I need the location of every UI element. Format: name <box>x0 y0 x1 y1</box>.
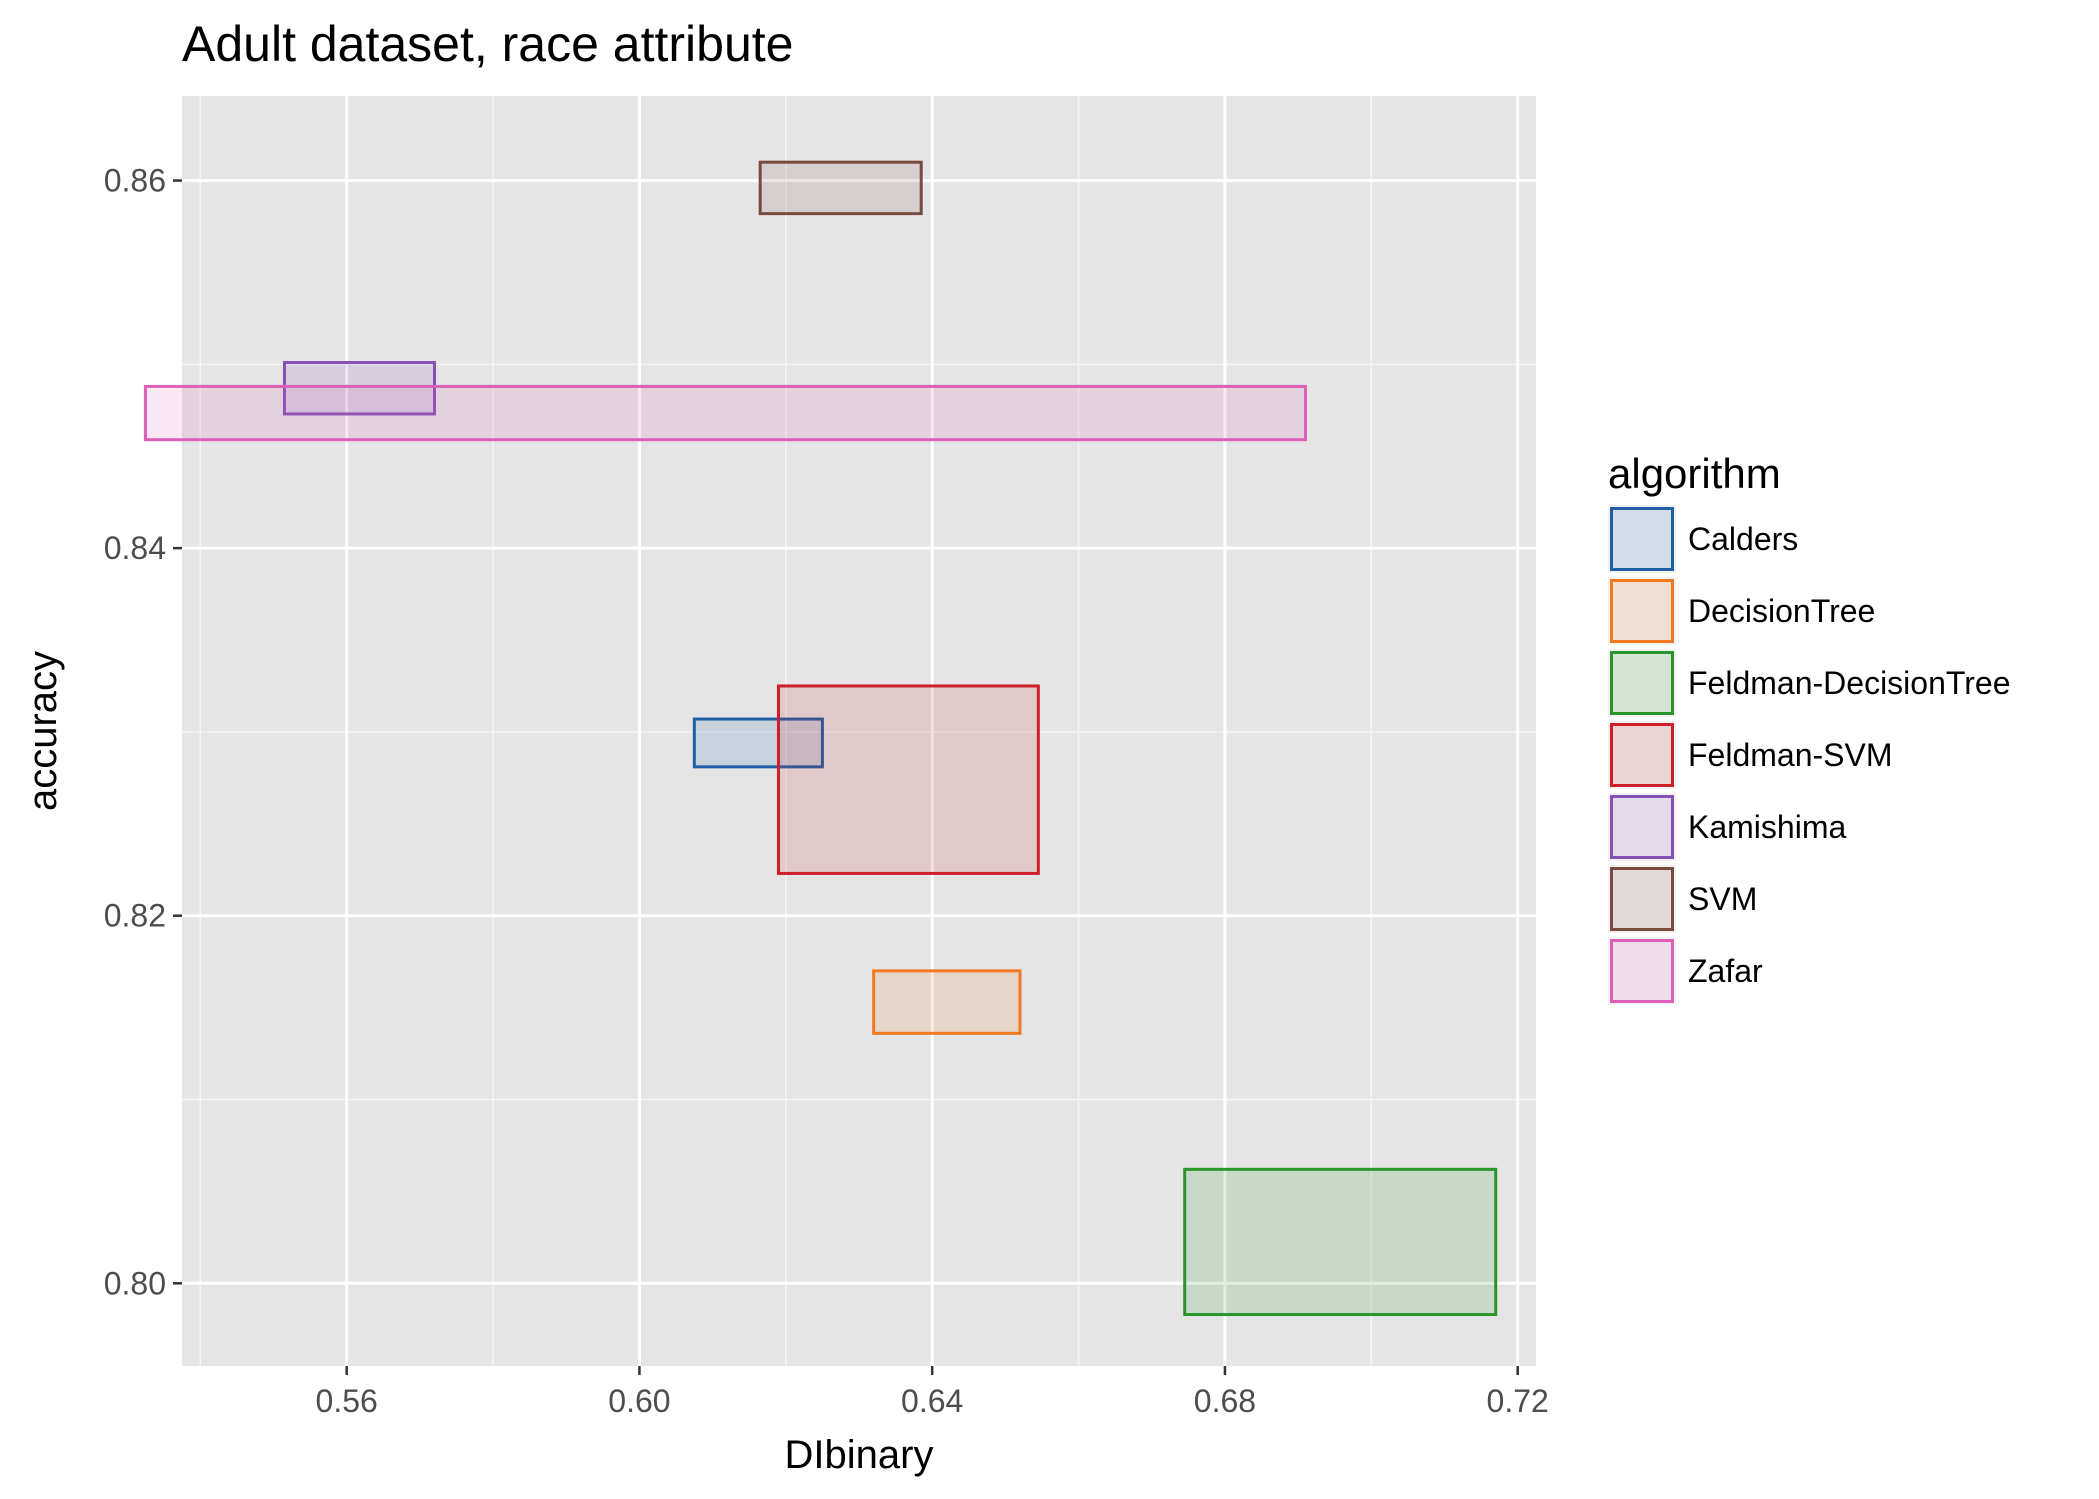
rect-decisiontree <box>872 969 1022 1035</box>
legend-key-kamishima <box>1610 795 1674 859</box>
legend-key-feldman-decisiontree <box>1610 651 1674 715</box>
rect-kamishima <box>282 360 437 416</box>
rect-feldman-decisiontree <box>1183 1167 1498 1317</box>
x-tick-label: 0.68 <box>1194 1383 1256 1419</box>
legend-key-bg-svm <box>1608 865 1676 933</box>
chart-title: Adult dataset, race attribute <box>182 16 794 72</box>
x-tick-label: 0.60 <box>608 1383 670 1419</box>
x-tick-label: 0.64 <box>901 1383 963 1419</box>
rect-calders <box>692 717 824 769</box>
y-tick-label: 0.80 <box>104 1265 166 1301</box>
legend-key-bg-zafar <box>1608 937 1676 1005</box>
y-tick-label: 0.84 <box>104 530 166 566</box>
y-tick-label: 0.82 <box>104 898 166 934</box>
legend-label-svm: SVM <box>1688 881 1757 917</box>
legend-key-feldman-svm <box>1610 723 1674 787</box>
plot-panel <box>182 96 1536 1366</box>
x-tick-label: 0.56 <box>316 1383 378 1419</box>
rect-feldman-svm <box>776 684 1040 875</box>
legend-title: algorithm <box>1608 450 1781 497</box>
legend-key-bg-decisiontree <box>1608 577 1676 645</box>
rect-svm <box>758 160 923 216</box>
minor-gridlines <box>182 96 1536 1366</box>
legend-label-feldman-decisiontree: Feldman-DecisionTree <box>1688 665 2010 701</box>
legend-key-zafar <box>1610 939 1674 1003</box>
x-tick-label: 0.72 <box>1487 1383 1549 1419</box>
legend-label-calders: Calders <box>1688 521 1798 557</box>
rect-zafar <box>143 384 1307 442</box>
legend-key-bg-feldman-decisiontree <box>1608 649 1676 717</box>
legend: algorithm Calders DecisionTree Feldman-Dec… <box>1608 450 2010 1005</box>
legend-key-bg-calders <box>1608 505 1676 573</box>
legend-label-zafar: Zafar <box>1688 953 1763 989</box>
y-axis-title: accuracy <box>21 651 65 811</box>
x-axis-title: DIbinary <box>785 1433 934 1477</box>
legend-key-svm <box>1610 867 1674 931</box>
data-rectangles <box>143 160 1498 1317</box>
y-tick-label: 0.86 <box>104 163 166 199</box>
legend-key-calders <box>1610 507 1674 571</box>
legend-label-decisiontree: DecisionTree <box>1688 593 1875 629</box>
legend-key-decisiontree <box>1610 579 1674 643</box>
legend-key-bg-kamishima <box>1608 793 1676 861</box>
legend-label-feldman-svm: Feldman-SVM <box>1688 737 1893 773</box>
major-gridlines <box>182 96 1536 1366</box>
axes: 0.56 0.60 0.64 0.68 0.72 0.80 0.82 0.84 0.86 <box>104 163 1549 1419</box>
legend-key-bg-feldman-svm <box>1608 721 1676 789</box>
legend-label-kamishima: Kamishima <box>1688 809 1846 845</box>
